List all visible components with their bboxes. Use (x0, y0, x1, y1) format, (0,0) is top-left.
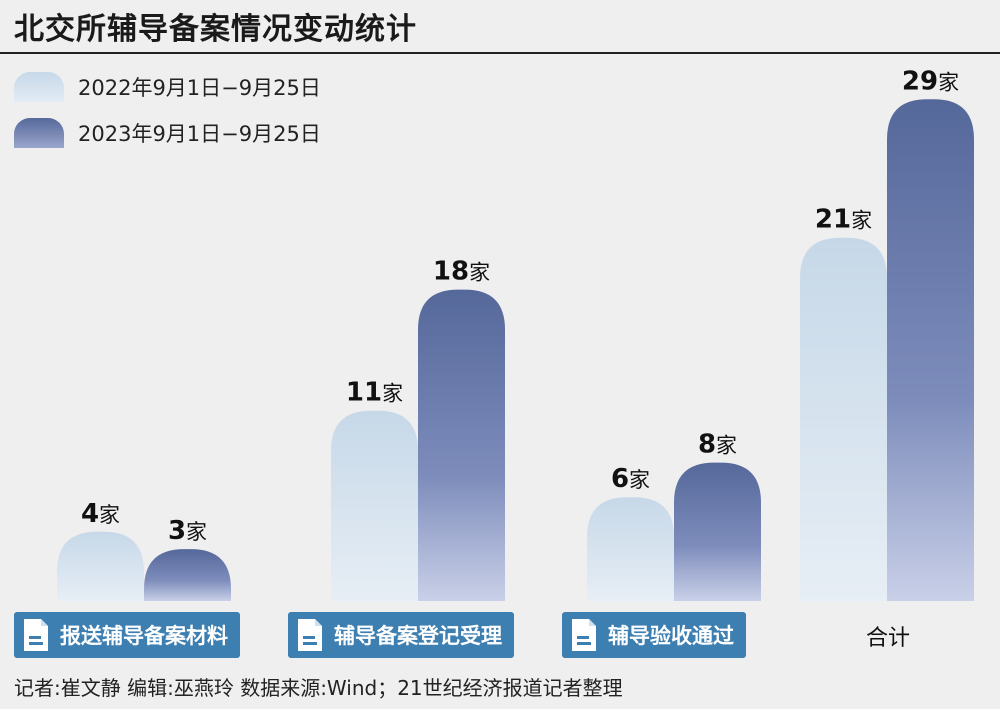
chart-title: 北交所辅导备案情况变动统计 (14, 12, 417, 47)
category-label-total: 合计 (866, 626, 911, 651)
category-badge-submit: 报送辅导备案材料 (14, 612, 240, 658)
value-label-2022-2: 6家 (611, 464, 650, 494)
legend-label-2022: 2022年9月1日−9月25日 (78, 76, 321, 100)
category-badge-accepted: 辅导备案登记受理 (288, 612, 514, 658)
bar-2022-1 (331, 410, 418, 601)
bar-2022-3 (800, 237, 887, 601)
category-label-passed: 辅导验收通过 (608, 624, 734, 648)
legend-label-2023: 2023年9月1日−9月25日 (78, 122, 321, 146)
bar-2023-3 (887, 99, 974, 602)
bar-2022-2 (587, 497, 674, 601)
legend-item-2022: 2022年9月1日−9月25日 (14, 72, 321, 102)
value-label-2022-3: 21家 (815, 205, 872, 235)
bar-2023-1 (418, 289, 505, 601)
category-badge-passed: 辅导验收通过 (562, 612, 746, 658)
document-icon (288, 612, 330, 658)
legend-swatch-2022 (14, 72, 64, 102)
document-icon (562, 612, 604, 658)
value-label-2022-0: 4家 (81, 499, 120, 529)
bar-2022-0 (57, 531, 144, 601)
value-label-2023-0: 3家 (168, 516, 207, 546)
title-divider (0, 52, 1000, 54)
value-label-2023-1: 18家 (433, 257, 490, 287)
legend-swatch-2023 (14, 118, 64, 148)
category-label-submit: 报送辅导备案材料 (60, 624, 228, 648)
value-label-2023-3: 29家 (902, 66, 959, 96)
legend-item-2023: 2023年9月1日−9月25日 (14, 118, 321, 148)
bar-2023-0 (144, 549, 231, 601)
value-label-2022-1: 11家 (346, 378, 403, 408)
value-label-2023-2: 8家 (698, 430, 737, 460)
footer-credits: 记者:崔文静 编辑:巫燕玲 数据来源:Wind；21世纪经济报道记者整理 (14, 676, 623, 700)
category-label-accepted: 辅导备案登记受理 (334, 624, 502, 648)
bar-2023-2 (674, 462, 761, 601)
document-icon (14, 612, 56, 658)
